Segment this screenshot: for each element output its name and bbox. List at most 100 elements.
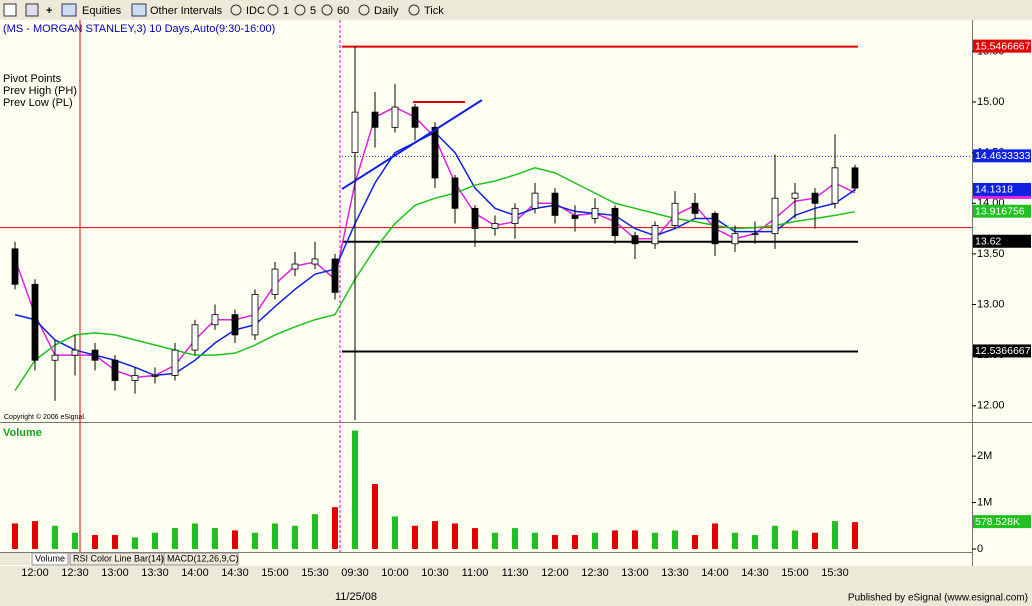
tab[interactable] [31,552,69,566]
candle-body [271,268,279,295]
volume-bar [352,430,358,549]
x-tick-label: 12:30 [61,567,89,579]
icon[interactable] [61,3,77,17]
candle-body [791,192,799,199]
icon [267,4,279,16]
volume-bar [652,532,658,549]
candle-body [651,225,659,245]
candle-body [711,212,719,245]
toolbar-item[interactable]: Tick [424,5,444,17]
x-tick-label: 14:00 [181,567,209,579]
level-label: 14.4633333 [975,150,1031,162]
level-label: 12.5366667 [975,345,1031,357]
footer: Published by eSignal (www.esignal.com) [848,593,1028,604]
copyright: Copyright © 2006 eSignal. [4,413,86,421]
toolbar-item[interactable]: IDC [246,5,265,17]
x-tick-label: 13:30 [141,567,169,579]
volume-bar [612,530,618,549]
candle-body [111,359,119,381]
x-tick-label: 13:00 [101,567,129,579]
icon [294,4,306,16]
x-tick-label: 09:30 [341,567,369,579]
toolbar-item[interactable]: Other Intervals [150,5,223,17]
volume-bar [692,535,698,549]
legend-text: Prev High (PH) [3,85,77,97]
candle-body [411,106,419,128]
volume-bar [32,521,38,549]
ma-label: 13.916756 [975,205,1025,217]
candle-body [811,192,819,204]
tab[interactable] [163,552,239,566]
toolbar-item[interactable]: Equities [82,5,122,17]
date-label: 11/25/08 [335,591,377,603]
candle-body [731,233,739,245]
x-tick-label: 12:30 [581,567,609,579]
x-tick-label: 11:00 [462,567,489,579]
volume-label: 578.528K [975,516,1020,528]
volume-bar [332,507,338,549]
y-tick-label: 2M [977,450,992,462]
tab-label[interactable]: RSI Color Line Bar(14) [73,553,164,563]
volume-bar [232,530,238,549]
level-label: 13.62 [975,236,1001,248]
x-tick-label: 15:30 [301,567,329,579]
y-tick-label: 12.00 [977,400,1005,412]
ma-label-box [973,182,1031,196]
toolbar-item[interactable]: 60 [337,5,349,17]
candle-body [771,197,779,235]
tab[interactable] [69,552,163,566]
volume-label-box [973,515,1031,529]
icon[interactable] [131,3,147,17]
icon[interactable] [25,3,39,17]
volume-bar [632,530,638,549]
candle-body [611,207,619,237]
add-icon[interactable]: + [46,5,52,17]
icon [358,4,370,16]
tab-nav[interactable] [0,553,30,565]
chart-title: (MS - MORGAN STANLEY,3) 10 Days,Auto(9:3… [3,23,275,35]
trend-line [341,99,483,190]
volume-bar [832,521,838,549]
icon[interactable] [3,3,17,17]
panel-title: Volume [3,427,42,439]
volume-bar [112,535,118,549]
volume-bar [292,525,298,549]
volume-bar [512,528,518,549]
candle-body [291,263,299,270]
candle-body [91,349,99,361]
candle-body [671,202,679,226]
candle-body [51,354,59,361]
candle-body [531,192,539,209]
volume-bar [552,535,558,549]
candle-body [211,314,219,326]
tab-label[interactable]: Volume [35,553,65,563]
y-tick-label: 13.00 [977,298,1005,310]
volume-bar [772,525,778,549]
x-tick-label: 15:00 [781,567,809,579]
y-tick-label: 0 [977,543,983,555]
legend-text: Pivot Points [3,73,62,85]
toolbar-item[interactable]: Daily [374,5,399,17]
candle-body [351,111,359,154]
toolbar-item[interactable]: 1 [283,5,289,17]
tab-label[interactable]: MACD(12,26,9,C) [167,553,239,563]
candle-body [171,349,179,376]
volume-bar [712,523,718,549]
volume-bar [472,528,478,549]
volume-bar [272,523,278,549]
y-tick-label: 15.00 [977,96,1005,108]
volume-bar [172,528,178,549]
icon [408,4,420,16]
x-tick-label: 12:00 [541,567,569,579]
toolbar-item[interactable]: 5 [310,5,316,17]
x-tick-label: 10:30 [421,567,449,579]
candle-body [511,207,519,224]
x-tick-label: 11:30 [502,567,529,579]
volume-bar [672,530,678,549]
volume-bar [52,525,58,549]
x-tick-label: 13:30 [661,567,689,579]
ma-label: 14.1318 [975,184,1013,196]
y-tick-label: 1M [977,496,992,508]
level-label-box [973,149,1031,163]
